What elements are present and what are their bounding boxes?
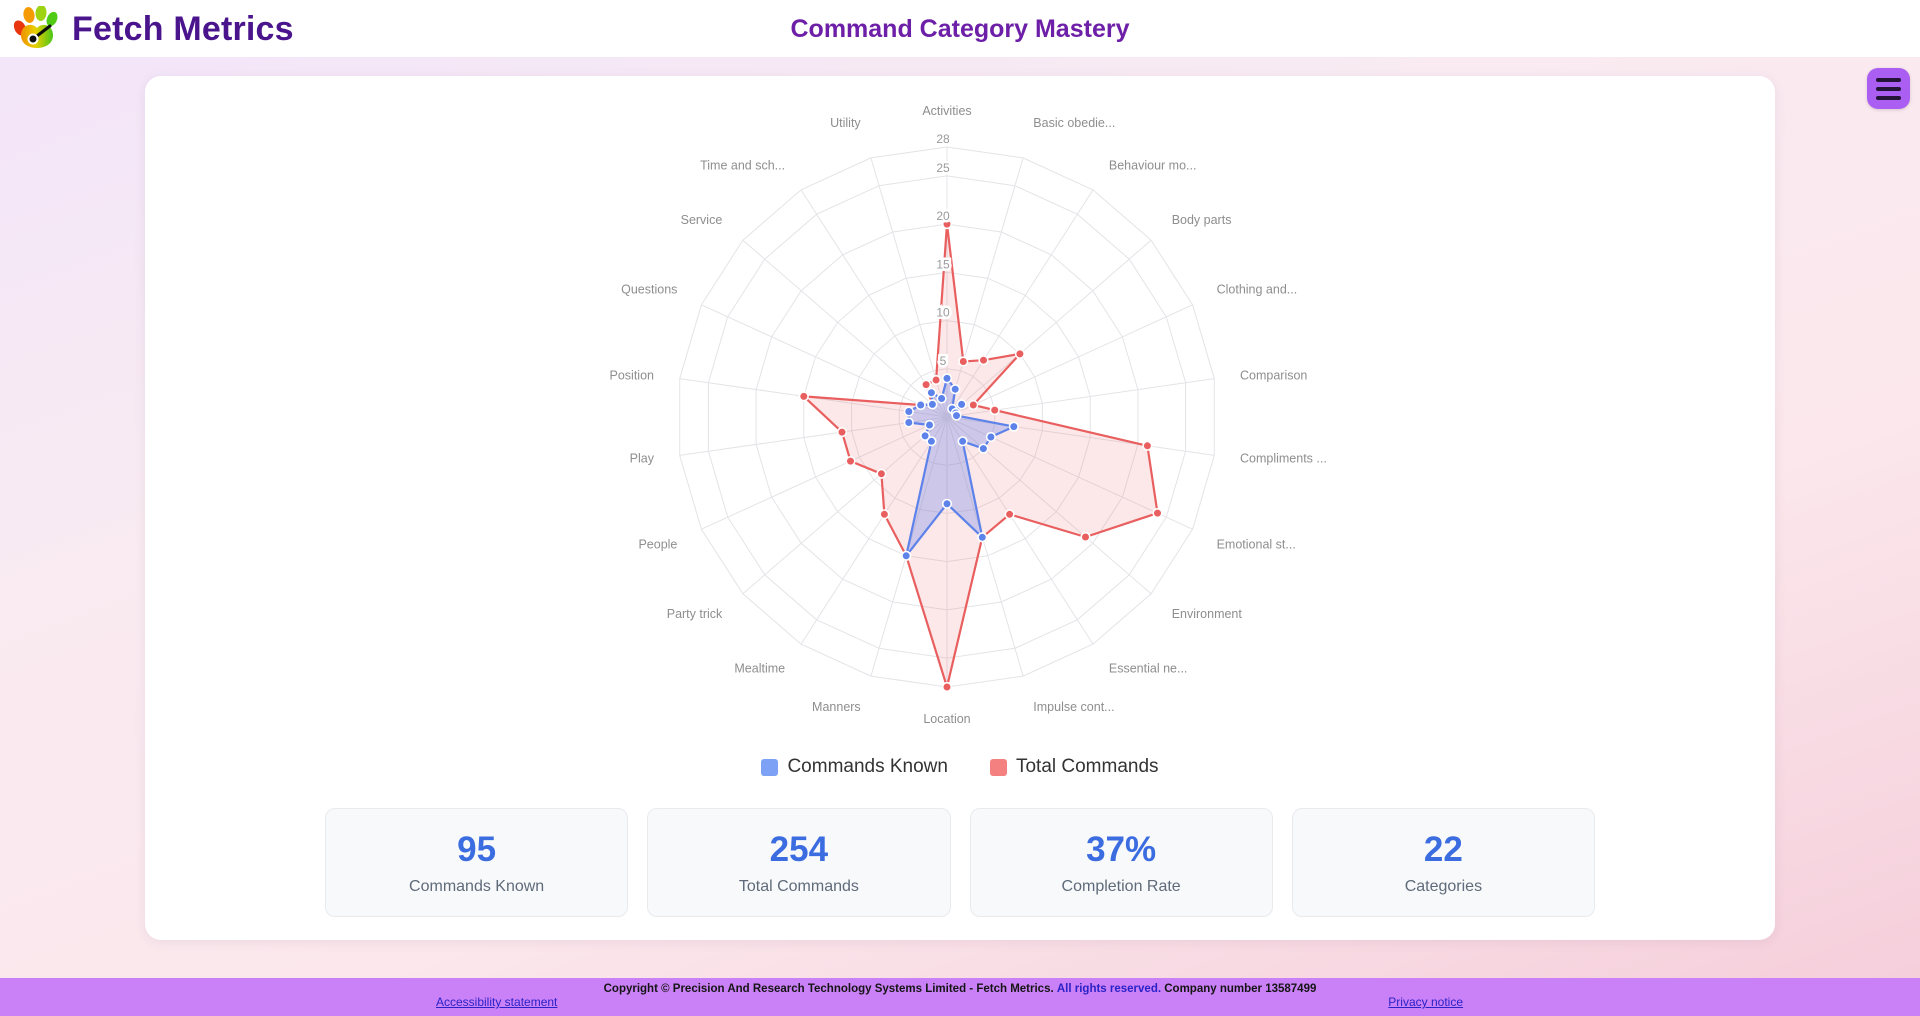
svg-text:Manners: Manners (812, 700, 861, 714)
stat-label: Completion Rate (1061, 877, 1181, 895)
stat-card-categories: 22 Categories (1291, 808, 1595, 917)
svg-text:28: 28 (936, 132, 950, 146)
svg-text:Questions: Questions (621, 283, 677, 297)
stat-label: Total Commands (738, 877, 859, 895)
app-header: Fetch Metrics Command Category Mastery (0, 0, 1920, 57)
stat-card-completion-rate: 37% Completion Rate (969, 808, 1273, 917)
hamburger-icon (1876, 77, 1901, 82)
svg-text:Position: Position (610, 368, 655, 382)
brand-name: Fetch Metrics (72, 9, 294, 48)
legend-swatch-blue (761, 758, 779, 776)
stat-label: Categories (1404, 877, 1483, 895)
svg-text:5: 5 (940, 354, 947, 368)
paw-toe-yellowgreen (35, 6, 47, 21)
legend-label: Total Commands (1015, 756, 1159, 777)
svg-text:Service: Service (681, 213, 723, 227)
accessibility-link[interactable]: Accessibility statement (436, 995, 558, 1009)
svg-text:20: 20 (936, 209, 950, 223)
legend-item-commands-known[interactable]: Commands Known (761, 756, 948, 778)
svg-text:Comparison: Comparison (1240, 368, 1307, 382)
page-title: Command Category Mastery (790, 15, 1130, 43)
svg-text:15: 15 (936, 257, 950, 271)
svg-text:10: 10 (936, 306, 950, 320)
all-rights-reserved-link[interactable]: All rights reserved. (1056, 983, 1162, 995)
radar-chart[interactable]: 5 10 15 20 25 28 Activities Basic obedie... Beha… (492, 92, 1402, 742)
svg-text:Compliments ...: Compliments ... (1240, 452, 1327, 466)
stat-card-commands-known: 95 Commands Known (325, 808, 629, 917)
paw-gauge-logo (13, 6, 58, 48)
paw-toe-orange (23, 7, 35, 23)
privacy-link[interactable]: Privacy notice (1388, 995, 1463, 1009)
company-number: Company number 13587499 (1164, 983, 1317, 995)
stat-card-total-commands: 254 Total Commands (647, 808, 951, 917)
svg-text:Impulse cont...: Impulse cont... (1033, 700, 1114, 714)
brand: Fetch Metrics (12, 6, 294, 52)
svg-text:Body parts: Body parts (1172, 213, 1232, 227)
copyright-text: Copyright © Precision And Research Techn… (0, 983, 1920, 995)
dashboard-card: 5 10 15 20 25 28 Activities Basic obedie... Beha… (145, 76, 1775, 940)
stat-value: 95 (457, 829, 497, 869)
chart-legend: Commands Known Total Commands (145, 756, 1775, 778)
page-footer: Copyright © Precision And Research Techn… (0, 978, 1920, 1016)
svg-text:People: People (638, 537, 677, 551)
legend-swatch-red (989, 758, 1007, 776)
svg-text:Location: Location (923, 712, 970, 726)
svg-text:Clothing and...: Clothing and... (1217, 283, 1298, 297)
svg-text:Behaviour mo...: Behaviour mo... (1109, 158, 1197, 172)
stat-value: 22 (1423, 829, 1463, 869)
svg-text:Activities: Activities (922, 104, 971, 118)
paw-toe-green (46, 11, 58, 27)
gauge-hub (27, 33, 39, 45)
svg-text:Play: Play (630, 452, 655, 466)
legend-label: Commands Known (787, 756, 948, 777)
menu-button[interactable] (1867, 68, 1910, 109)
legend-item-total-commands[interactable]: Total Commands (989, 756, 1159, 778)
svg-text:Utility: Utility (830, 116, 861, 130)
svg-text:Essential ne...: Essential ne... (1109, 662, 1188, 676)
svg-text:Mealtime: Mealtime (734, 662, 785, 676)
stat-label: Commands Known (409, 877, 545, 895)
svg-text:Emotional st...: Emotional st... (1217, 537, 1296, 551)
stat-value: 37% (1086, 829, 1157, 869)
svg-text:25: 25 (936, 161, 950, 175)
svg-text:Environment: Environment (1172, 607, 1243, 621)
svg-text:Party trick: Party trick (667, 607, 723, 621)
stat-value: 254 (769, 829, 829, 869)
stats-row: 95 Commands Known 254 Total Commands 37%… (325, 808, 1595, 917)
copyright-prefix: Copyright © Precision And Research Techn… (603, 983, 1054, 995)
svg-text:Time and sch...: Time and sch... (700, 158, 785, 172)
svg-text:Basic obedie...: Basic obedie... (1033, 116, 1115, 130)
